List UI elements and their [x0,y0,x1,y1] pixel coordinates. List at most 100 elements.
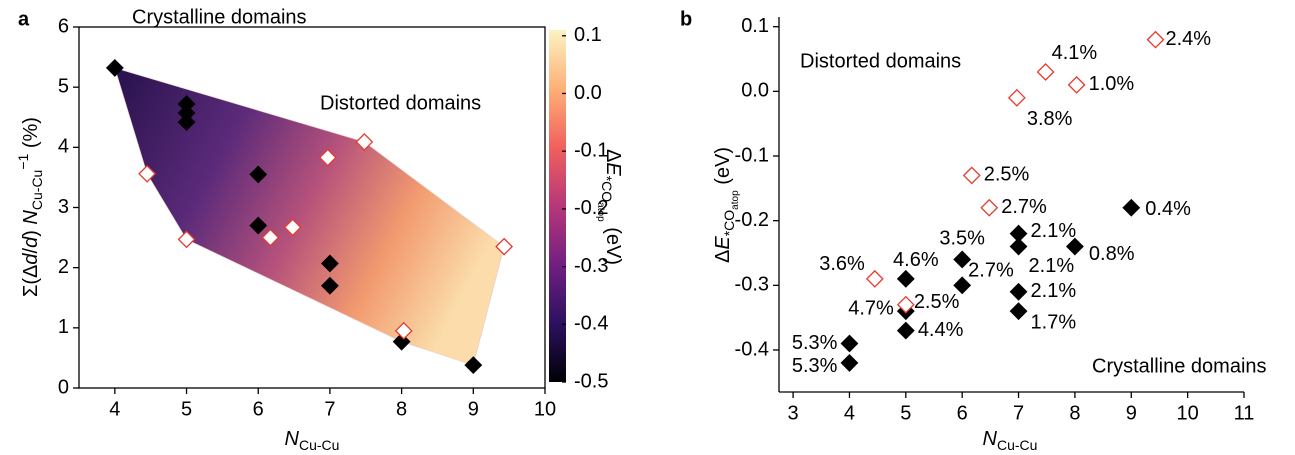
label-part: / [20,247,42,253]
label-part: (eV) [602,222,624,265]
point-label: 4.4% [918,319,964,341]
colorbar-tick-label: 0.0 [574,82,602,104]
x-tick-label: 4 [844,402,855,424]
label-part: Cu-Cu [29,170,45,210]
y-tick-label: 5 [58,75,69,97]
colorbar-tick-label: -0.4 [574,313,608,335]
point-label: 2.1% [1029,255,1075,277]
point-label: 5.3% [792,332,838,354]
label-part: atop [730,190,741,210]
data-point [840,353,859,372]
x-tick-label: 11 [1234,402,1255,424]
point-label: 0.4% [1145,198,1191,220]
y-tick-label: 0.1 [741,15,769,37]
x-tick-label: 6 [253,398,264,420]
label-part: Σ(Δ [20,265,42,297]
colorbar-tick-label: -0.2 [574,197,608,219]
label-part: *CO [721,210,737,237]
data-point [1067,75,1086,94]
label-part: (%) [20,117,42,154]
label-part: Cu-Cu [997,437,1037,453]
point-label: 1.0% [1089,73,1135,95]
colorbar-tick-label: -0.5 [574,370,608,392]
data-point [318,148,337,167]
data-point [177,113,196,131]
data-point [355,132,374,151]
data-point [1007,88,1026,107]
interpolated-surface [114,67,505,366]
data-point [249,216,268,235]
y-tick-label: 0.0 [741,80,769,102]
colorbar-label: ΔE*COatop (eV) [595,149,623,265]
annotation: Crystalline domains [1092,355,1267,377]
data-point [1122,198,1141,217]
x-tick-label: 5 [181,398,192,420]
x-axis-label: NCu-Cu [983,428,1038,452]
label-part: −1 [15,153,31,169]
point-label: 1.7% [1031,311,1077,333]
data-point [249,165,268,184]
data-point [865,269,884,288]
point-label: 2.5% [914,291,960,313]
point-label: 2.4% [1166,28,1212,50]
y-tick-label: 2 [58,256,69,278]
point-label: 2.1% [1031,220,1077,242]
point-label: 2.7% [968,260,1014,282]
data-point [283,218,302,237]
point-label: 4.7% [848,297,894,319]
x-tick-label: 10 [1177,402,1199,424]
point-label: 3.8% [1027,108,1073,130]
label-part: N [983,428,998,450]
y-tick-label: -0.1 [735,144,769,166]
point-label: 2.7% [1001,196,1047,218]
panel-label: b [680,8,692,30]
annotation: Crystalline domains [132,6,307,28]
point-label: 2.5% [984,164,1030,186]
annotation: Distorted domains [800,50,961,72]
label-part: d [20,236,42,248]
data-point [138,164,157,183]
y-tick-label: 6 [58,15,69,37]
y-tick-label: -0.4 [735,338,769,360]
data-point [495,237,514,256]
label-part: atop [595,202,606,222]
data-point [1146,30,1165,49]
x-tick-label: 10 [534,398,556,420]
x-tick-label: 7 [1013,402,1024,424]
label-part: *CO [599,176,615,203]
data-point [896,321,915,340]
data-point [980,198,999,217]
x-axis-label: NCu-Cu [285,428,340,452]
label-part: (eV) [712,147,734,190]
data-point [840,334,859,353]
y-axis-label: Σ(Δd/d) NCu-Cu−1 (%) [15,117,45,297]
data-point [1036,63,1055,81]
data-point [1009,237,1028,256]
point-label: 3.5% [939,228,985,250]
y-tick-label: -0.2 [735,209,769,231]
label-part: N [285,428,300,450]
x-tick-label: 3 [788,402,799,424]
data-point [1065,237,1084,256]
label-part: d [20,253,42,265]
label-part: ) [20,225,42,237]
data-point [962,166,981,185]
x-tick-label: 9 [1126,402,1137,424]
data-point [321,254,339,273]
point-label: 2.1% [1031,280,1077,302]
label-part: Cu-Cu [299,437,339,453]
y-tick-label: 1 [58,316,69,338]
colorbar-tick-label: -0.1 [574,139,608,161]
colorbar-tick-label: -0.3 [574,255,608,277]
data-point [177,230,196,249]
data-point [1009,282,1028,301]
data-point [464,356,483,375]
data-point [896,269,915,288]
x-tick-label: 6 [957,402,968,424]
point-label: 5.3% [792,355,838,377]
y-tick-label: 0 [58,376,69,398]
data-point [1009,302,1028,321]
data-point [896,295,915,314]
colorbar-tick-label: 0.1 [574,24,602,46]
